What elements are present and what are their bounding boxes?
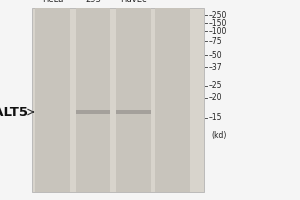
Text: –150: –150	[208, 19, 227, 27]
Text: (kd): (kd)	[212, 131, 227, 140]
Bar	[35, 8, 70, 192]
Text: –50: –50	[208, 50, 222, 60]
Text: –250: –250	[208, 10, 227, 20]
Bar	[76, 8, 110, 192]
Text: –75: –75	[208, 36, 222, 46]
Bar	[116, 110, 151, 114]
Text: HeLa: HeLa	[42, 0, 63, 4]
Text: 293: 293	[85, 0, 101, 4]
Text: –100: –100	[208, 26, 227, 36]
Bar	[116, 8, 151, 192]
Text: –15: –15	[208, 114, 222, 122]
Text: –20: –20	[208, 94, 222, 102]
Bar	[76, 110, 110, 114]
Bar	[155, 8, 190, 192]
Text: –25: –25	[208, 81, 222, 90]
Text: –37: –37	[208, 62, 222, 72]
Bar	[32, 8, 204, 192]
Text: B4GALT5: B4GALT5	[0, 106, 28, 118]
Text: HuvEc: HuvEc	[120, 0, 147, 4]
